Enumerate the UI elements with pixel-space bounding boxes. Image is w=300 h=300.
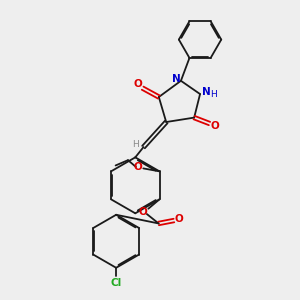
Text: N: N (172, 74, 181, 84)
Text: O: O (210, 121, 219, 130)
Text: O: O (134, 162, 143, 172)
Text: H: H (132, 140, 139, 149)
Text: O: O (139, 207, 148, 217)
Text: O: O (175, 214, 183, 224)
Text: N: N (202, 87, 211, 97)
Text: H: H (211, 90, 217, 99)
Text: O: O (133, 79, 142, 89)
Text: Cl: Cl (110, 278, 122, 287)
